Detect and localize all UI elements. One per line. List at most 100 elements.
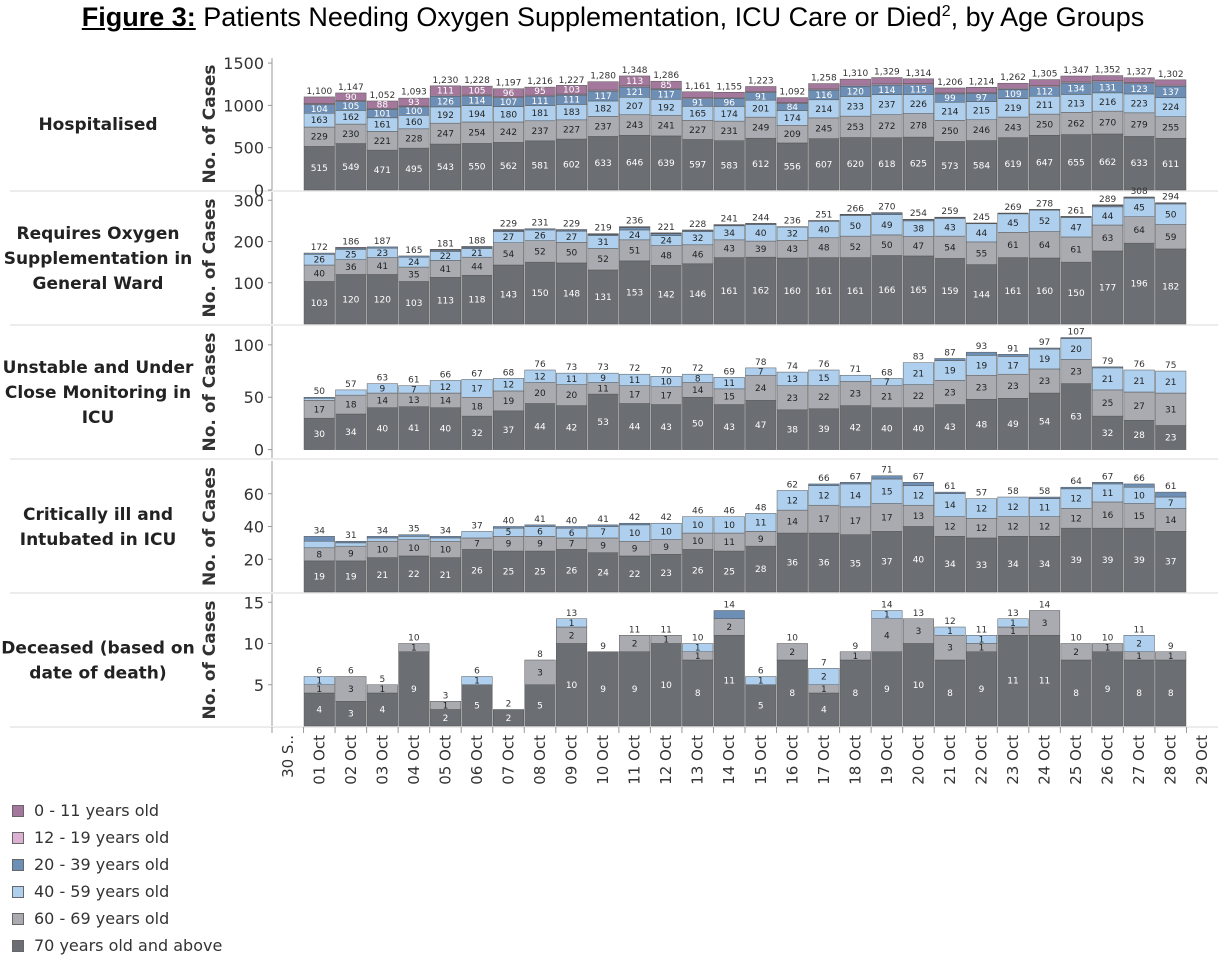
segment-label: 25 <box>503 568 514 578</box>
segment-label: 562 <box>500 162 517 172</box>
segment-label: 41 <box>408 424 419 434</box>
segment-label: 32 <box>1102 429 1113 439</box>
bar-segment <box>1123 216 1155 244</box>
total-label: 10 <box>1102 634 1114 644</box>
bar-segment <box>997 232 1029 258</box>
segment-label: 10 <box>566 681 578 691</box>
segment-label: 48 <box>976 420 988 430</box>
legend-item: 40 - 59 years old <box>12 878 222 905</box>
bar-segment <box>871 478 903 504</box>
bar-segment <box>682 643 714 652</box>
segment-label: 36 <box>818 559 830 569</box>
segment-label: 1 <box>1010 619 1016 629</box>
bar-segment <box>1092 527 1124 593</box>
total-label: 165 <box>405 246 422 256</box>
total-label: 6 <box>316 667 322 677</box>
segment-label: 11 <box>1102 489 1113 499</box>
segment-label: 47 <box>913 242 924 252</box>
segment-label: 42 <box>566 424 577 434</box>
bar-segment <box>1092 415 1124 450</box>
bar-segment <box>366 692 398 727</box>
segment-label: 3 <box>537 668 543 678</box>
bar-segment <box>776 659 808 727</box>
segment-label: 14 <box>440 396 452 406</box>
segment-label: 241 <box>658 122 675 132</box>
segment-label: 162 <box>342 113 359 123</box>
bar-segment <box>335 413 367 450</box>
segment-label: 10 <box>377 545 389 555</box>
segment-label: 182 <box>595 105 612 115</box>
bar-segment <box>1123 242 1155 325</box>
bar-segment <box>871 475 903 480</box>
bar-segment <box>556 405 588 450</box>
segment-label: 27 <box>1133 402 1144 412</box>
bar-segment <box>492 88 525 98</box>
segment-label: 15 <box>881 487 892 497</box>
segment-label: 226 <box>910 100 927 110</box>
x-tick-label: 27 Oct <box>1130 735 1148 785</box>
total-label: 64 <box>1070 477 1082 487</box>
segment-label: 47 <box>755 421 766 431</box>
segment-label: 19 <box>1039 355 1051 365</box>
bar-segment <box>1029 610 1061 636</box>
bar-segment <box>745 513 777 532</box>
segment-label: 23 <box>1165 434 1176 444</box>
segment-label: 17 <box>881 513 892 523</box>
total-label: 34 <box>314 526 326 536</box>
segment-label: 34 <box>1039 560 1051 570</box>
bar-segment <box>303 398 335 401</box>
segment-label: 146 <box>689 290 706 300</box>
segment-label: 34 <box>944 560 956 570</box>
segment-label: 23 <box>1039 377 1050 387</box>
segment-label: 14 <box>377 396 389 406</box>
segment-label: 19 <box>944 367 956 377</box>
y-tick-label: 100 <box>233 336 264 355</box>
segment-label: 618 <box>878 160 895 170</box>
bar-segment <box>650 635 682 644</box>
bar-segment <box>713 635 745 727</box>
bar-segment <box>1092 366 1124 369</box>
x-tick-label: 02 Oct <box>342 735 360 785</box>
segment-label: 50 <box>850 222 862 232</box>
panel-title: Hospitalised <box>38 115 157 135</box>
segment-label: 107 <box>500 98 517 108</box>
bar-segment <box>808 532 840 593</box>
bar-segment <box>871 407 903 450</box>
segment-label: 39 <box>818 425 830 435</box>
bar-segment <box>1123 483 1155 488</box>
y-axis-label: No. of Cases <box>200 65 220 184</box>
segment-label: 201 <box>752 105 769 115</box>
segment-label: 63 <box>1070 413 1081 423</box>
bar-segment <box>839 78 871 86</box>
bar-segment <box>776 97 808 103</box>
segment-label: 246 <box>973 126 990 136</box>
segment-label: 38 <box>787 426 799 436</box>
segment-label: 153 <box>626 288 643 298</box>
segment-label: 237 <box>595 122 612 132</box>
bar-segment <box>556 262 588 325</box>
total-label: 93 <box>976 342 987 352</box>
segment-label: 52 <box>534 247 545 257</box>
segment-label: 9 <box>600 685 606 695</box>
legend-label: 20 - 39 years old <box>34 855 170 874</box>
segment-label: 1 <box>443 701 449 711</box>
segment-label: 11 <box>755 518 766 528</box>
total-label: 41 <box>597 515 608 525</box>
total-label: 9 <box>852 642 858 652</box>
total-label: 76 <box>534 360 546 370</box>
bar-segment <box>965 651 998 727</box>
segment-label: 9 <box>537 540 543 550</box>
legend-swatch <box>12 858 24 871</box>
segment-label: 1 <box>884 611 890 621</box>
segment-label: 209 <box>784 130 801 140</box>
segment-label: 31 <box>1165 405 1176 415</box>
segment-label: 662 <box>1099 158 1116 168</box>
segment-label: 1 <box>979 644 985 654</box>
segment-label: 43 <box>944 423 955 433</box>
bar-segment <box>902 78 934 84</box>
segment-label: 471 <box>374 166 391 176</box>
bar-segment <box>492 709 525 727</box>
segment-label: 30 <box>314 430 326 440</box>
bar-segment <box>335 676 367 702</box>
segment-label: 165 <box>910 286 927 296</box>
